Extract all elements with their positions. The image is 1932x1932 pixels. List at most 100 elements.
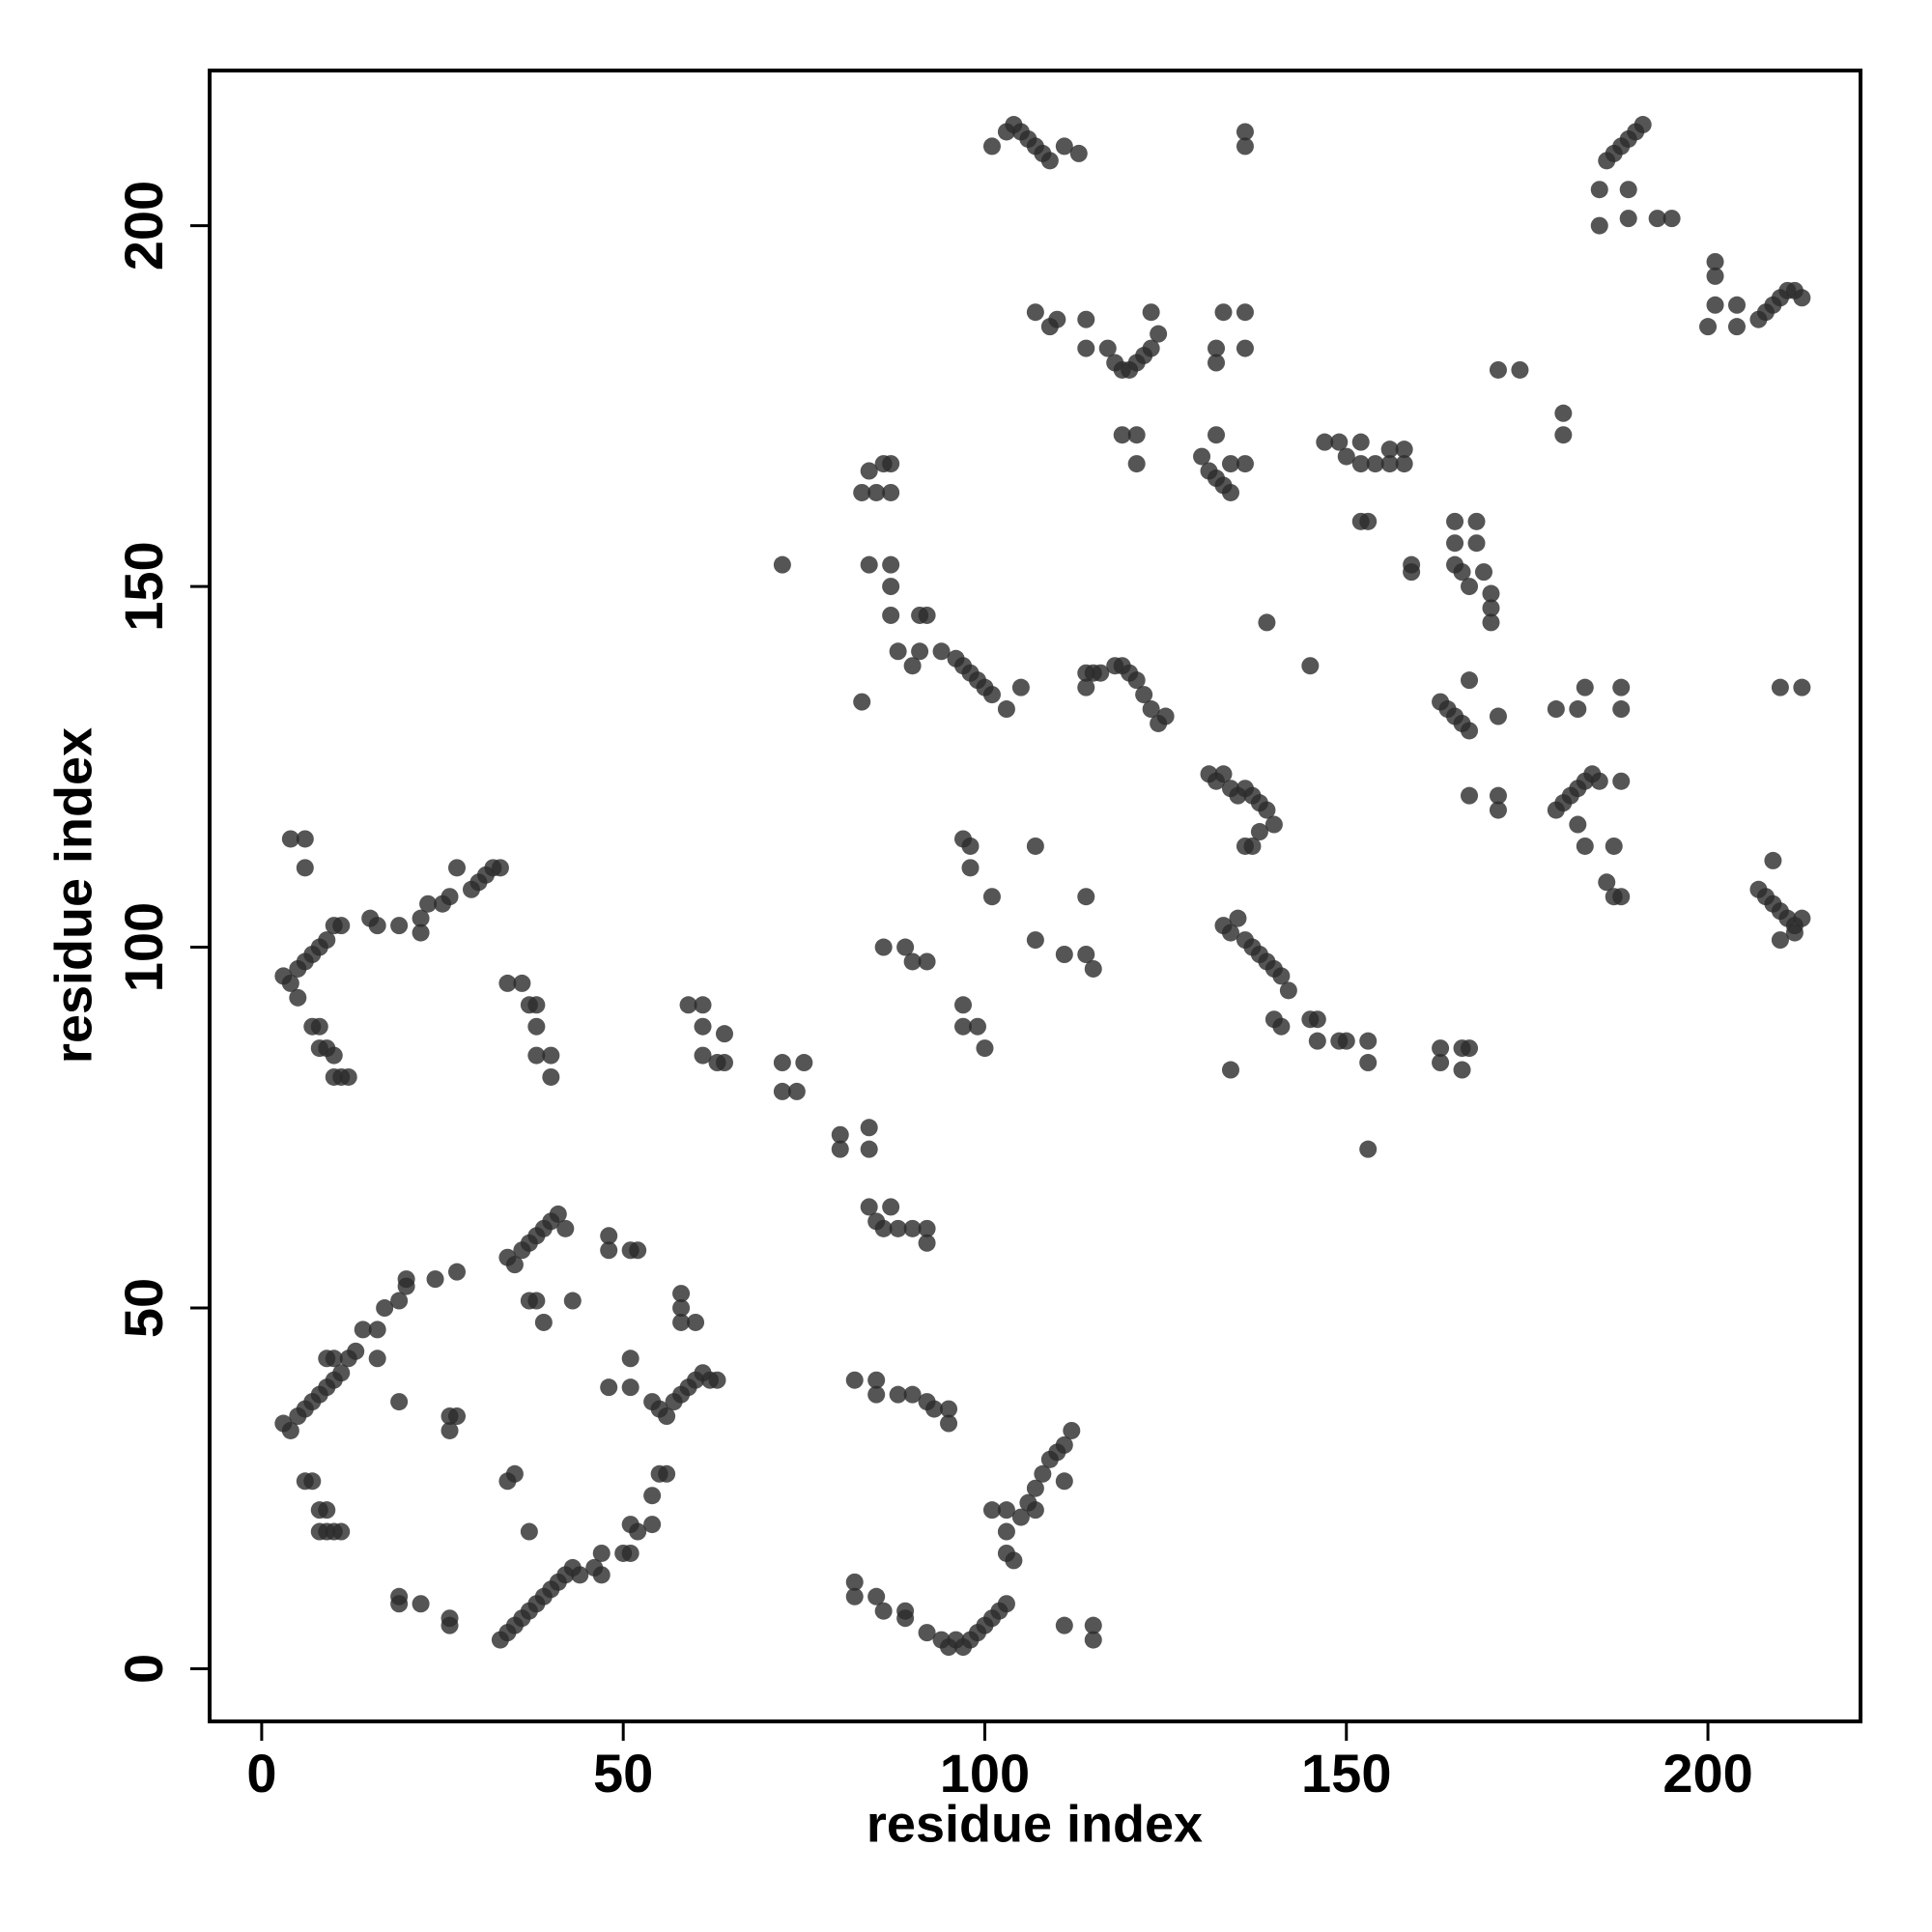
point bbox=[1482, 613, 1500, 632]
point bbox=[1590, 772, 1608, 790]
point bbox=[1590, 216, 1608, 235]
point bbox=[694, 1017, 712, 1036]
point bbox=[1554, 426, 1573, 444]
point bbox=[672, 1313, 691, 1331]
point bbox=[982, 137, 1001, 156]
point bbox=[1092, 664, 1110, 682]
point bbox=[1432, 1039, 1450, 1058]
point bbox=[1077, 946, 1095, 964]
point bbox=[1467, 534, 1486, 553]
point bbox=[1605, 837, 1623, 855]
y-tick-label: 100 bbox=[113, 902, 174, 992]
y-axis-title: residue index bbox=[44, 727, 102, 1064]
point bbox=[1576, 678, 1594, 696]
point bbox=[1063, 1421, 1081, 1439]
point bbox=[527, 1017, 546, 1036]
point bbox=[318, 931, 336, 950]
point bbox=[1208, 339, 1226, 357]
point bbox=[310, 1017, 328, 1036]
point bbox=[1461, 1039, 1479, 1058]
point bbox=[1055, 1616, 1073, 1634]
point bbox=[1489, 786, 1507, 805]
point bbox=[694, 1046, 712, 1065]
point bbox=[629, 1241, 647, 1260]
point bbox=[1077, 678, 1095, 696]
point bbox=[281, 1421, 299, 1439]
point bbox=[600, 1227, 618, 1245]
point bbox=[1380, 455, 1399, 473]
point bbox=[1648, 210, 1666, 228]
point bbox=[1489, 801, 1507, 819]
point bbox=[1142, 339, 1160, 357]
point bbox=[1055, 1472, 1073, 1491]
point bbox=[896, 938, 915, 956]
point bbox=[629, 1522, 647, 1541]
point bbox=[1598, 873, 1616, 892]
point bbox=[1026, 1501, 1044, 1520]
point bbox=[1308, 1010, 1326, 1029]
point bbox=[860, 1198, 878, 1216]
x-tick-label: 50 bbox=[593, 1743, 653, 1804]
point bbox=[549, 1205, 567, 1223]
point bbox=[440, 888, 459, 906]
point bbox=[874, 1219, 893, 1237]
point bbox=[1193, 447, 1211, 466]
point bbox=[867, 483, 886, 501]
point bbox=[1264, 815, 1283, 834]
point bbox=[1236, 137, 1254, 156]
point bbox=[1221, 483, 1239, 501]
x-tick-label: 150 bbox=[1301, 1743, 1391, 1804]
point bbox=[845, 1587, 864, 1605]
point bbox=[1272, 967, 1291, 985]
point bbox=[296, 830, 314, 848]
point bbox=[1026, 931, 1044, 950]
point bbox=[1142, 700, 1160, 719]
point bbox=[1727, 318, 1746, 336]
point bbox=[303, 1472, 322, 1491]
point bbox=[982, 1501, 1001, 1520]
point bbox=[513, 974, 531, 992]
point bbox=[940, 1414, 958, 1433]
point bbox=[542, 1067, 560, 1086]
point bbox=[882, 578, 900, 596]
point bbox=[1236, 339, 1254, 357]
point bbox=[903, 952, 922, 971]
point bbox=[853, 693, 871, 711]
point bbox=[954, 996, 973, 1014]
point bbox=[592, 1544, 611, 1562]
point bbox=[1236, 123, 1254, 141]
y-tick-label: 50 bbox=[113, 1278, 174, 1338]
point bbox=[289, 988, 307, 1007]
point bbox=[1785, 923, 1804, 942]
point bbox=[882, 1198, 900, 1216]
point bbox=[1351, 455, 1370, 473]
point bbox=[882, 455, 900, 473]
point bbox=[997, 1522, 1015, 1541]
point bbox=[1337, 447, 1355, 466]
point bbox=[715, 1025, 733, 1043]
point bbox=[679, 996, 697, 1014]
point bbox=[440, 1407, 459, 1426]
point bbox=[1727, 296, 1746, 314]
point bbox=[1619, 210, 1637, 228]
point bbox=[600, 1241, 618, 1260]
point bbox=[997, 1595, 1015, 1613]
point bbox=[1706, 252, 1724, 270]
point bbox=[542, 1046, 560, 1065]
point bbox=[1461, 671, 1479, 690]
plot-frame bbox=[208, 69, 1862, 1723]
point bbox=[368, 917, 386, 935]
y-tick-label: 150 bbox=[113, 541, 174, 631]
point bbox=[412, 1595, 430, 1613]
point bbox=[1048, 310, 1066, 328]
x-tick-label: 100 bbox=[940, 1743, 1030, 1804]
point bbox=[1547, 700, 1565, 719]
point bbox=[882, 555, 900, 574]
point bbox=[1359, 1054, 1378, 1072]
point bbox=[918, 1219, 936, 1237]
point bbox=[1511, 360, 1529, 379]
point bbox=[1236, 455, 1254, 473]
point bbox=[527, 1046, 546, 1065]
point bbox=[527, 996, 546, 1014]
point bbox=[1395, 440, 1413, 459]
